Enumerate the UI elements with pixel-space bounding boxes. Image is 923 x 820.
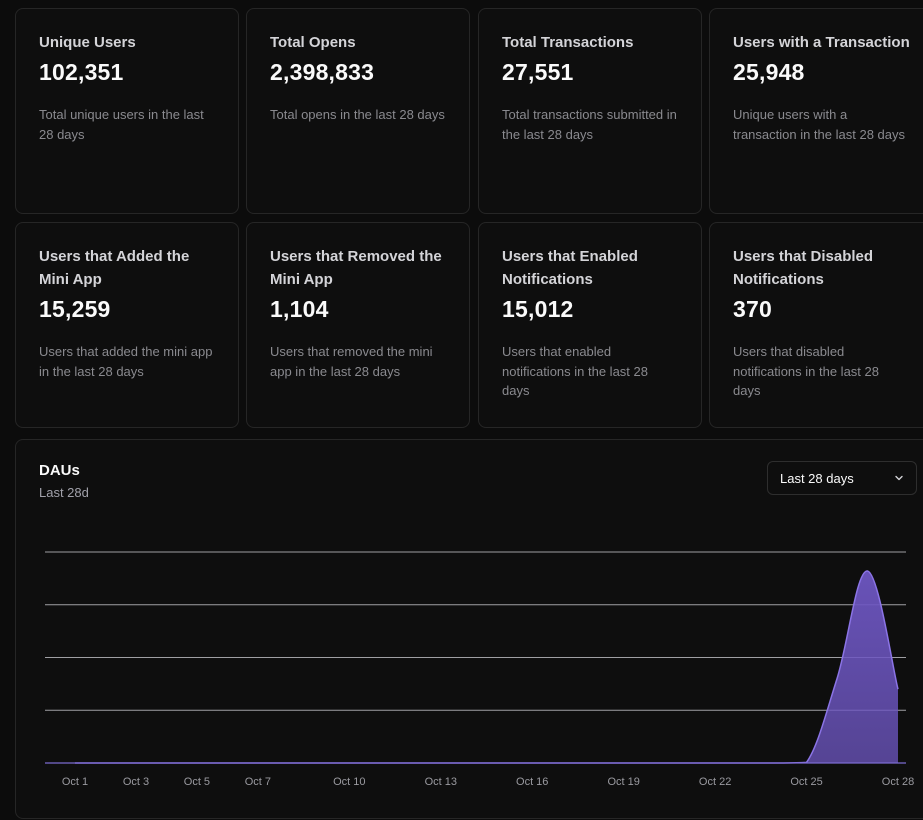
x-tick-label: Oct 22 xyxy=(699,776,731,788)
stat-description: Users that disabled notifications in the… xyxy=(733,344,879,398)
stat-card: Users that Added the Mini App 15,259 Users… xyxy=(15,222,239,428)
stat-description: Total transactions submitted in the last… xyxy=(502,107,677,142)
x-tick-label: Oct 10 xyxy=(333,776,365,788)
stat-value: 15,259 xyxy=(39,296,111,322)
x-tick-label: Oct 5 xyxy=(184,776,210,788)
x-tick-label: Oct 7 xyxy=(245,776,271,788)
stat-card: Users with a Transaction 25,948 Unique use… xyxy=(709,8,923,214)
stat-value: 15,012 xyxy=(502,296,574,322)
stat-title: Unique Users xyxy=(39,34,136,51)
chart-title: DAUs xyxy=(39,462,80,479)
stat-value: 102,351 xyxy=(39,59,124,85)
stat-title: Users that Added the Mini App xyxy=(39,248,190,288)
x-tick-label: Oct 3 xyxy=(123,776,149,788)
stat-card: Users that Enabled Notifications 15,012 Us… xyxy=(478,222,702,428)
stat-title: Users that Removed the Mini App xyxy=(270,248,442,288)
dau-chart: Oct 1 Oct 3 Oct 5 Oct 7 Oct 10 Oct 13 Oct 16 Oc… xyxy=(45,551,914,788)
stat-description: Users that enabled notifications in the … xyxy=(502,344,648,398)
stat-card: Total Opens 2,398,833 Total opens in the l… xyxy=(246,8,470,214)
stat-value: 2,398,833 xyxy=(270,59,375,85)
stat-value: 1,104 xyxy=(270,296,329,322)
x-tick-label: Oct 16 xyxy=(516,776,548,788)
x-tick-label: Oct 13 xyxy=(425,776,457,788)
stat-title: Total Opens xyxy=(270,34,356,51)
stat-description: Users that removed the mini app in the l… xyxy=(270,344,433,379)
stat-title: Users that Enabled Notifications xyxy=(502,248,638,288)
x-tick-label: Oct 1 xyxy=(62,776,88,788)
dau-line xyxy=(75,570,899,764)
date-range-label: Last 28 days xyxy=(780,470,854,486)
x-tick-label: Oct 25 xyxy=(790,776,822,788)
stat-card: Users that Disabled Notifications 370 User… xyxy=(709,222,923,428)
stat-value: 27,551 xyxy=(502,59,574,85)
stat-card: Total Transactions 27,551 Total transactio… xyxy=(478,8,702,214)
stat-description: Total opens in the last 28 days xyxy=(270,107,445,122)
chart-subtitle: Last 28d xyxy=(39,485,89,500)
stat-card: Users that Removed the Mini App 1,104 User… xyxy=(246,222,470,428)
stat-description: Unique users with a transaction in the l… xyxy=(733,107,905,142)
date-range-select[interactable]: Last 28 days xyxy=(767,461,917,495)
stat-value: 370 xyxy=(733,296,772,322)
dau-chart-card: DAUs Last 28d Last 28 days Oct 1 Oct 3 Oct… xyxy=(15,439,923,819)
x-tick-label: Oct 28 xyxy=(882,776,914,788)
stat-card: Unique Users 102,351 Total unique users in… xyxy=(15,8,239,214)
stat-title: Total Transactions xyxy=(502,34,634,51)
dau-area xyxy=(75,570,898,763)
x-tick-label: Oct 19 xyxy=(607,776,639,788)
stat-description: Users that added the mini app in the las… xyxy=(39,344,213,379)
stat-value: 25,948 xyxy=(733,59,805,85)
stat-title: Users that Disabled Notifications xyxy=(733,248,874,288)
stat-description: Total unique users in the last 28 days xyxy=(39,107,204,142)
stat-title: Users with a Transaction xyxy=(733,34,910,51)
chevron-down-icon xyxy=(895,475,903,481)
